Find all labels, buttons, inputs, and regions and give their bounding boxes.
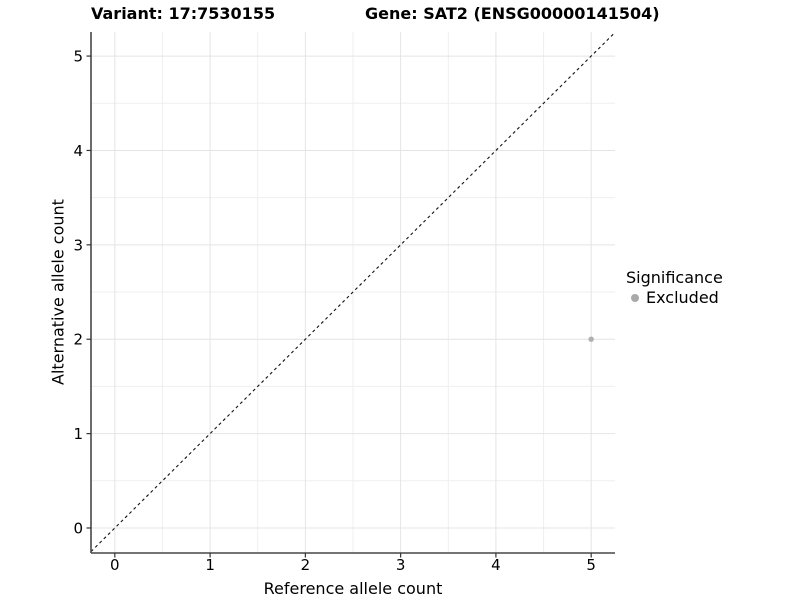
y-axis-title: Alternative allele count bbox=[48, 199, 68, 385]
y-tick-label: 1 bbox=[73, 425, 83, 443]
legend-item-excluded: Excluded bbox=[626, 289, 723, 307]
data-point bbox=[588, 336, 594, 342]
y-tick-label: 4 bbox=[73, 142, 83, 160]
legend-title: Significance bbox=[626, 268, 723, 287]
x-tick-label: 2 bbox=[301, 556, 311, 574]
x-tick-label: 0 bbox=[110, 556, 120, 574]
identity-reference-line bbox=[90, 32, 616, 552]
y-tick-label: 2 bbox=[73, 331, 83, 349]
x-tick-label: 3 bbox=[396, 556, 406, 574]
legend-item-label: Excluded bbox=[646, 288, 719, 307]
y-tick-label: 5 bbox=[73, 48, 83, 66]
y-tick-label: 3 bbox=[73, 236, 83, 254]
plot-title-variant: Variant: 17:7530155 bbox=[91, 4, 276, 23]
x-axis-title: Reference allele count bbox=[263, 579, 443, 598]
y-tick-label: 0 bbox=[73, 519, 83, 537]
legend-key-point-icon bbox=[631, 294, 639, 302]
x-tick-label: 5 bbox=[586, 556, 596, 574]
plot-title-gene: Gene: SAT2 (ENSG00000141504) bbox=[365, 4, 660, 23]
x-tick-label: 1 bbox=[205, 556, 215, 574]
legend: Significance Excluded bbox=[626, 268, 723, 307]
x-tick-label: 4 bbox=[491, 556, 501, 574]
